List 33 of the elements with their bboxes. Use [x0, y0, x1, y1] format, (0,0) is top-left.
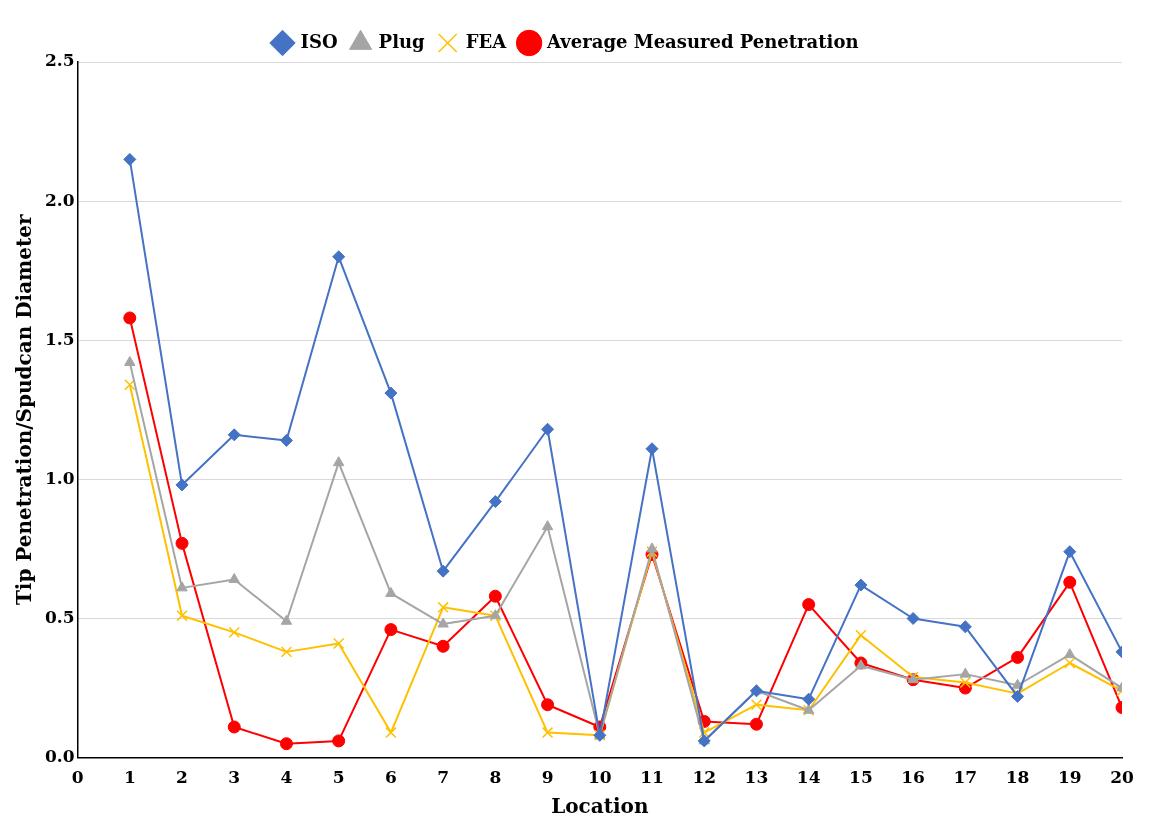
- x-tick-label: 10: [587, 767, 612, 788]
- x-tick-label: 1: [123, 767, 136, 788]
- x-tick-label: 19: [1057, 767, 1082, 788]
- y-tick-label: 0.0: [45, 746, 75, 767]
- x-tick-label: 0: [71, 767, 84, 788]
- x-tick-label: 9: [541, 767, 554, 788]
- x-tick-label: 20: [1110, 767, 1134, 788]
- x-tick-label: 17: [953, 767, 978, 788]
- legend-label: ISO: [300, 30, 338, 52]
- x-tick-label: 18: [1005, 767, 1030, 788]
- x-tick-label: 13: [744, 767, 769, 788]
- x-tick-label: 11: [640, 767, 664, 788]
- x-tick-label: 15: [849, 767, 873, 788]
- x-axis-title: Location: [551, 794, 649, 819]
- x-tick-label: 14: [796, 767, 821, 788]
- x-tick-label: 16: [901, 767, 925, 788]
- y-tick-label: 2.5: [45, 50, 75, 71]
- y-tick-label: 1.5: [45, 328, 75, 349]
- y-axis-title: Tip Penetration/Spudcan Diameter: [12, 214, 37, 606]
- x-tick-label: 3: [228, 767, 241, 788]
- x-tick-label: 12: [692, 767, 717, 788]
- legend-label: FEA: [465, 30, 508, 52]
- y-tick-label: 2.0: [45, 189, 75, 210]
- x-tick-label: 6: [384, 767, 397, 788]
- y-tick-label: 1.0: [45, 467, 75, 488]
- x-tick-label: 4: [280, 767, 293, 788]
- legend-label: Plug: [378, 30, 426, 52]
- x-tick-label: 5: [332, 767, 345, 788]
- x-tick-label: 7: [437, 767, 450, 788]
- y-tick-label: 0.5: [45, 606, 75, 627]
- x-tick-label: 2: [176, 767, 188, 788]
- x-tick-label: 8: [489, 767, 502, 788]
- legend-label: Average Measured Penetration: [546, 30, 859, 52]
